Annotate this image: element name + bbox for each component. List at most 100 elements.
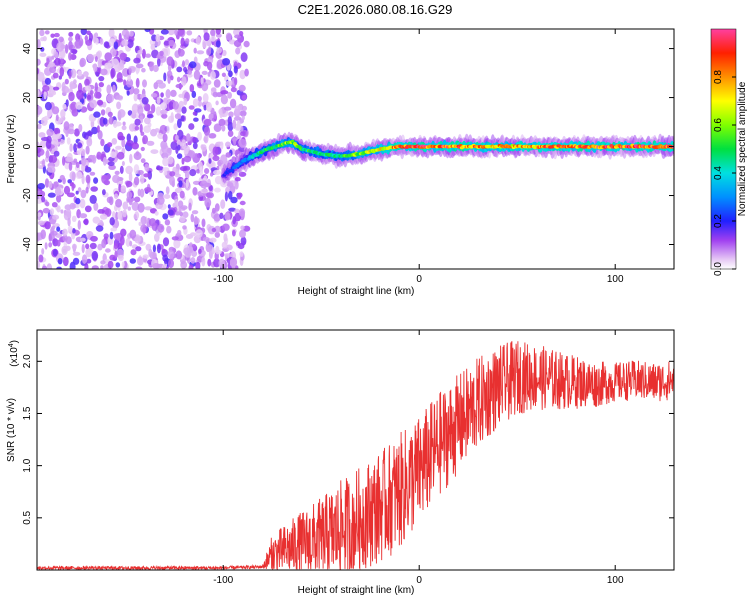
noise-cell	[208, 133, 217, 139]
noise-cell	[85, 165, 89, 171]
noise-cell	[116, 101, 122, 110]
noise-cell	[56, 266, 62, 269]
noise-cell	[44, 242, 48, 250]
noise-cell	[157, 57, 161, 67]
noise-cell	[121, 161, 125, 166]
noise-cell	[138, 221, 142, 226]
noise-cell	[127, 110, 133, 116]
noise-cell	[59, 174, 65, 181]
noise-cell	[53, 86, 60, 91]
noise-cell	[118, 254, 124, 262]
noise-cell	[72, 228, 76, 234]
noise-cell	[175, 83, 184, 89]
colorbar-tick-label: 0.4	[713, 166, 724, 180]
noise-cell	[168, 101, 174, 110]
noise-cell	[240, 52, 248, 63]
noise-cell	[100, 109, 106, 116]
noise-cell	[107, 111, 113, 118]
noise-cell	[76, 89, 84, 100]
noise-cell	[242, 225, 251, 232]
noise-cell	[77, 142, 83, 149]
noise-cell	[167, 74, 171, 84]
noise-cell	[68, 40, 73, 51]
noise-cell	[85, 243, 90, 250]
noise-cell	[234, 105, 241, 114]
noise-cell	[45, 201, 50, 207]
noise-cell	[112, 84, 116, 93]
noise-cell	[180, 37, 185, 47]
noise-cell	[109, 254, 116, 261]
noise-cell	[46, 128, 54, 137]
noise-cell	[215, 29, 221, 35]
noise-cell	[115, 95, 123, 100]
noise-cell	[177, 29, 185, 36]
noise-cell	[53, 150, 60, 157]
noise-cell	[66, 192, 75, 198]
noise-cell	[62, 156, 66, 166]
noise-cell	[230, 196, 238, 204]
noise-cell	[234, 177, 241, 182]
noise-cell	[117, 131, 124, 141]
noise-cell	[40, 229, 46, 240]
noise-cell	[162, 167, 170, 172]
noise-cell	[87, 53, 94, 63]
noise-cell	[140, 174, 145, 185]
noise-cell	[63, 185, 71, 195]
noise-cell	[89, 90, 94, 95]
noise-cell	[48, 180, 53, 189]
noise-cell	[210, 70, 216, 80]
noise-cell	[73, 79, 77, 85]
noise-cell	[63, 121, 70, 131]
noise-cell	[233, 29, 241, 36]
noise-cell	[178, 93, 184, 98]
noise-cell	[67, 128, 76, 135]
noise-cell	[59, 67, 65, 77]
noise-cell	[81, 174, 85, 185]
noise-cell	[203, 134, 209, 144]
noise-cell	[100, 138, 105, 147]
noise-cell	[239, 110, 247, 117]
noise-cell	[93, 111, 101, 118]
noise-cell	[48, 61, 54, 68]
noise-cell	[37, 220, 45, 226]
noise-cell	[93, 202, 99, 211]
noise-cell	[137, 49, 143, 55]
noise-cell	[71, 215, 77, 222]
noise-cell	[177, 229, 182, 236]
noise-cell	[201, 82, 209, 92]
noise-cell	[58, 36, 64, 43]
noise-cell	[99, 213, 108, 220]
noise-cell	[191, 210, 199, 215]
noise-cell	[98, 76, 105, 82]
noise-cell	[47, 108, 53, 118]
noise-cell	[201, 218, 206, 228]
noise-cell	[162, 213, 169, 220]
noise-cell	[195, 261, 201, 269]
noise-cell	[150, 149, 159, 155]
noise-cell	[74, 39, 82, 49]
noise-cell	[118, 32, 122, 43]
noise-cell	[210, 35, 216, 42]
noise-cell	[225, 141, 231, 148]
noise-cell	[83, 219, 89, 225]
noise-cell	[232, 119, 237, 129]
noise-cell	[126, 90, 130, 96]
noise-cell	[127, 39, 134, 49]
noise-cell	[144, 187, 152, 193]
noise-cell	[116, 151, 125, 160]
noise-cell	[162, 157, 169, 167]
noise-cell	[93, 33, 97, 44]
noise-cell	[140, 215, 147, 226]
noise-cell	[101, 174, 109, 184]
noise-cell	[165, 186, 170, 195]
noise-cell	[89, 99, 98, 109]
noise-cell	[159, 124, 168, 135]
noise-cell	[113, 233, 121, 240]
noise-cell	[221, 241, 228, 249]
spectrogram-x-tick-label: 100	[607, 274, 624, 285]
noise-cell	[161, 248, 166, 254]
snr-x-tick-label: 0	[416, 575, 422, 586]
noise-cell	[56, 41, 64, 52]
noise-cell	[187, 249, 191, 258]
